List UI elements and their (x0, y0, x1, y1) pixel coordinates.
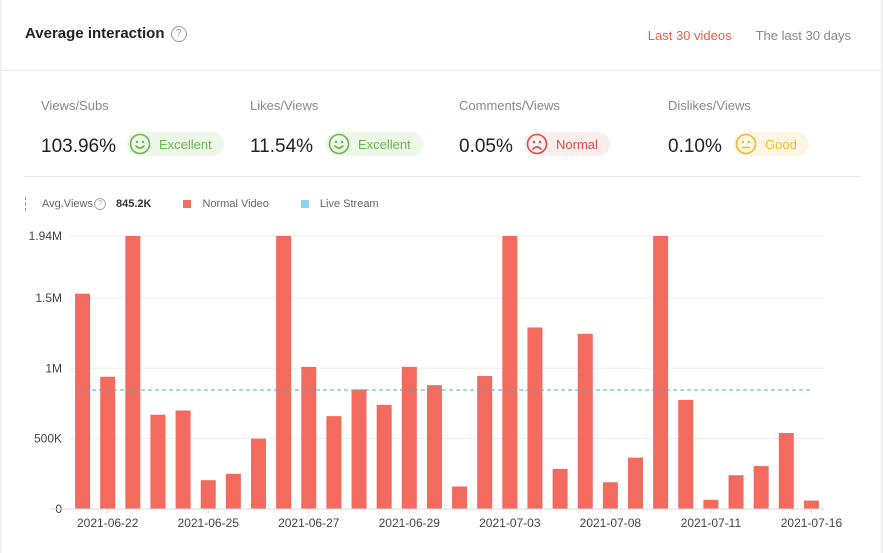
bar (401, 366, 417, 509)
card-title: Average interaction ? (25, 25, 187, 42)
x-tick-label: 2021-06-29 (379, 516, 441, 530)
legend-avg-label: Avg.Views (42, 198, 93, 210)
bar (653, 236, 669, 509)
metric-label: Likes/Views (250, 98, 319, 113)
live-stream-swatch (300, 200, 309, 208)
neutral-icon (735, 133, 757, 155)
bar (251, 438, 266, 509)
x-tick-label: 2021-06-27 (278, 516, 340, 530)
bar (200, 480, 216, 509)
x-tick-label: 2021-06-25 (178, 516, 240, 530)
bar (326, 416, 342, 509)
legend-live-stream[interactable]: Live Stream (300, 198, 379, 210)
bar (577, 333, 593, 509)
y-tick-label: 1M (45, 361, 62, 375)
bar (778, 433, 794, 509)
x-tick-label: 2021-07-11 (681, 516, 742, 530)
rating-badge-text: Normal (556, 136, 598, 152)
legend-avg-views: Avg.Views ? (42, 198, 106, 210)
y-tick-label: 500K (34, 432, 62, 446)
rating-badge: Good (733, 132, 809, 156)
bar (225, 473, 241, 509)
x-tick-label: 2021-07-03 (479, 516, 541, 530)
metric-value: 0.10% (668, 136, 722, 157)
sad-icon (526, 133, 548, 155)
smile-icon (328, 133, 350, 155)
bar (753, 466, 769, 509)
bar (703, 499, 719, 509)
tab-last-30-videos[interactable]: Last 30 videos (647, 28, 732, 43)
x-tick-label: 2021-07-16 (781, 516, 843, 530)
bar (301, 366, 317, 509)
metric-label: Dislikes/Views (668, 98, 751, 113)
bar (276, 236, 292, 509)
bar (552, 468, 568, 509)
frame-left-border (0, 0, 2, 553)
smile-icon (129, 133, 151, 155)
bar (426, 385, 442, 509)
rating-badge-text: Excellent (159, 136, 212, 152)
bar (602, 482, 618, 509)
bar (477, 376, 493, 509)
bar (150, 414, 166, 509)
range-tabs: Last 30 videos The last 30 days (648, 28, 851, 43)
rating-badge: Normal (524, 132, 610, 156)
bar (728, 475, 744, 509)
bar (628, 457, 643, 509)
legend-normal-label: Normal Video (202, 198, 269, 210)
legend-avg-value: 845.2K (115, 198, 152, 210)
legend-normal-video[interactable]: Normal Video (183, 198, 269, 210)
bar (527, 327, 543, 509)
legend-live-label: Live Stream (319, 198, 379, 210)
bar (175, 410, 191, 509)
metrics-row: Views/Subs 103.96% Excellent Likes/Views… (24, 71, 861, 177)
bar (376, 404, 392, 509)
bar (452, 486, 468, 509)
bar (75, 293, 91, 509)
y-tick-label: 1.5M (35, 291, 62, 305)
bar (502, 236, 518, 509)
chart-legend: Avg.Views ? 845.2K Normal Video Live Str… (25, 196, 411, 212)
x-tick-label: 2021-07-08 (580, 516, 642, 530)
normal-video-swatch (183, 200, 192, 208)
bar (678, 399, 694, 509)
metric-label: Views/Subs (41, 98, 109, 113)
rating-badge: Excellent (326, 132, 423, 156)
tab-last-30-days[interactable]: The last 30 days (755, 28, 851, 43)
avg-line-swatch (25, 197, 26, 211)
metric-value: 103.96% (41, 136, 117, 157)
bar (351, 389, 367, 509)
card-header: Average interaction ? Last 30 videos The… (2, 0, 881, 71)
rating-badge-text: Good (765, 136, 797, 152)
y-tick-label: 1.94M (29, 229, 62, 243)
metric-value: 0.05% (459, 136, 513, 157)
metric-label: Comments/Views (459, 98, 560, 113)
help-icon[interactable]: ? (170, 25, 187, 42)
bar (100, 376, 116, 509)
card-title-text: Average interaction (25, 25, 165, 42)
rating-badge-text: Excellent (358, 136, 411, 152)
rating-badge: Excellent (127, 132, 224, 156)
x-tick-label: 2021-06-22 (77, 516, 139, 530)
help-icon[interactable]: ? (93, 198, 106, 210)
bar (125, 236, 141, 509)
metric-value: 11.54% (250, 136, 314, 157)
bar (803, 500, 819, 509)
frame-right-border (881, 0, 883, 553)
